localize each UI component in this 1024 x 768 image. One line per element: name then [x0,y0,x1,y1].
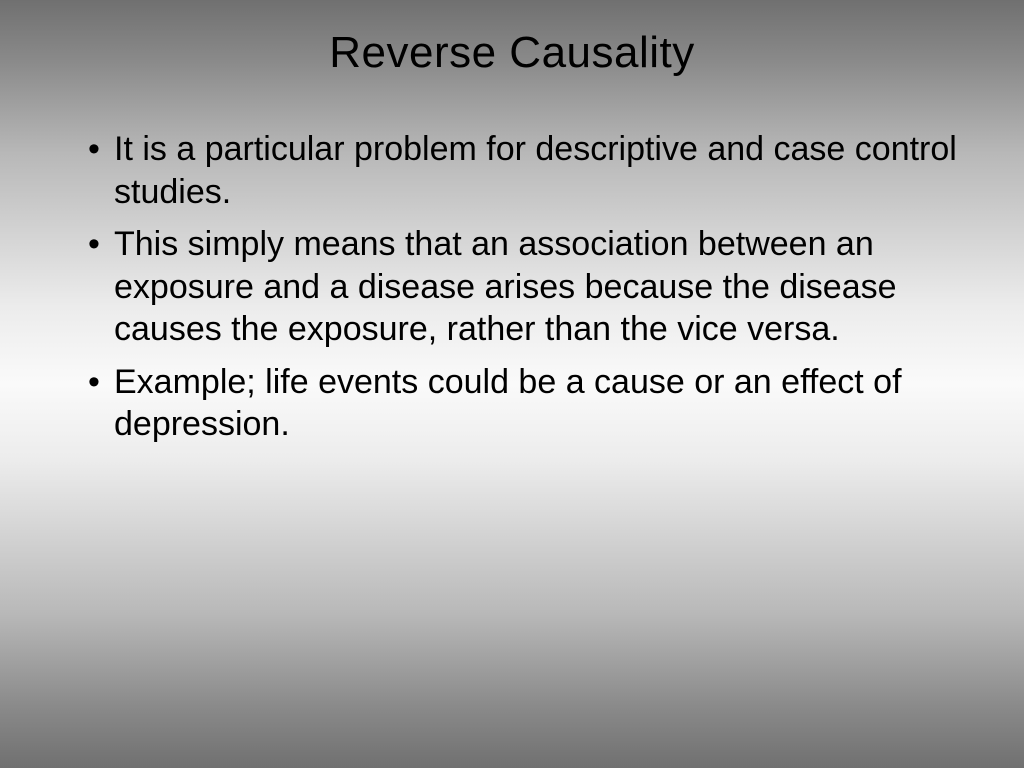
list-item: This simply means that an association be… [88,223,964,351]
slide-title: Reverse Causality [60,28,964,78]
slide: Reverse Causality It is a particular pro… [0,0,1024,768]
bullet-list: It is a particular problem for descripti… [88,128,964,446]
slide-body: It is a particular problem for descripti… [60,128,964,456]
list-item: Example; life events could be a cause or… [88,361,964,446]
list-item: It is a particular problem for descripti… [88,128,964,213]
